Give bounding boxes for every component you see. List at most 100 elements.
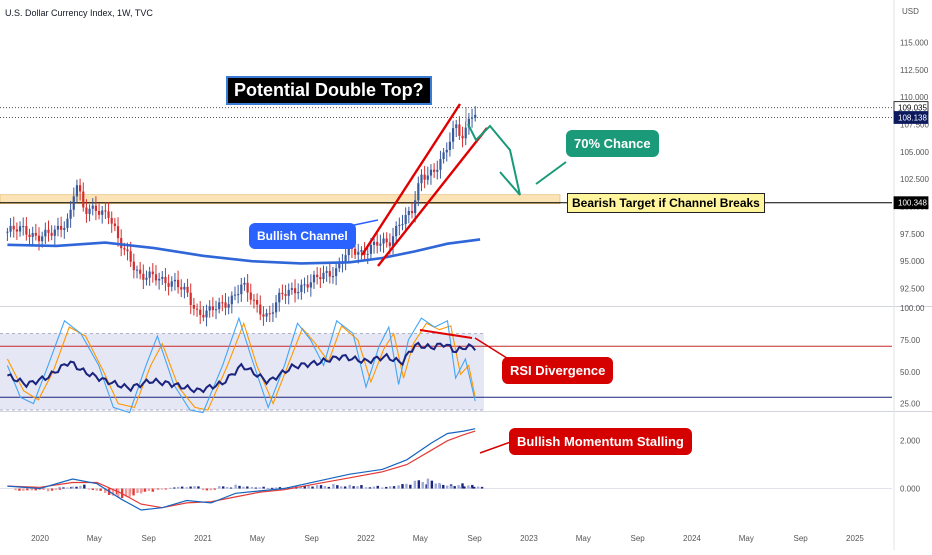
- time-tick-label: 2023: [520, 534, 538, 543]
- candle-body: [28, 234, 31, 237]
- candle-body: [398, 224, 401, 226]
- candle-body: [186, 286, 189, 293]
- candle-body: [66, 218, 69, 228]
- macd-histogram-bar: [467, 485, 470, 489]
- candle-body: [233, 294, 237, 296]
- time-tick-label: May: [87, 534, 102, 543]
- macd-histogram-bar: [430, 480, 434, 489]
- macd-histogram-bar: [459, 487, 462, 489]
- time-tick-label: Sep: [305, 534, 320, 543]
- macd-histogram-bar: [71, 486, 74, 489]
- candle-body: [335, 268, 338, 277]
- macd-histogram-bar: [42, 488, 45, 490]
- candle-body: [227, 304, 230, 308]
- double-top-label: Potential Double Top?: [226, 76, 432, 105]
- candle-body: [268, 313, 271, 315]
- candle-body: [455, 124, 458, 129]
- macd-histogram-bar: [173, 487, 176, 489]
- macd-histogram-bar: [254, 487, 258, 489]
- rsi-line: [7, 341, 476, 394]
- macd-histogram-bar: [58, 488, 62, 490]
- candle-body: [12, 225, 15, 230]
- stoch-k-line: [6, 316, 476, 414]
- candle-body: [284, 294, 287, 296]
- macd-histogram-bar: [480, 486, 484, 489]
- macd-histogram-bar: [303, 485, 306, 489]
- candle-body: [202, 314, 205, 318]
- macd-histogram-bar: [246, 486, 249, 489]
- macd-histogram-bar: [278, 487, 282, 489]
- moving-average-line: [7, 238, 481, 265]
- macd-histogram-bar: [79, 485, 82, 489]
- currency-label: USD: [902, 7, 919, 16]
- candle-body: [401, 224, 404, 226]
- price-badge: [893, 196, 929, 210]
- price-badge-label: 100.348: [898, 199, 927, 208]
- macd-histogram-bar: [95, 488, 98, 491]
- price-tick-label: 112.500: [900, 66, 929, 75]
- candle-body: [9, 225, 12, 232]
- macd-histogram-bar: [388, 486, 392, 489]
- macd-histogram-bar: [147, 488, 151, 491]
- macd-histogram-bar: [340, 486, 343, 489]
- candle-body: [338, 263, 341, 269]
- candle-body: [451, 128, 455, 142]
- price-tick-label: 107.500: [900, 120, 929, 129]
- time-tick-label: May: [250, 534, 265, 543]
- macd-histogram-bar: [471, 484, 474, 489]
- candle-body: [252, 299, 256, 301]
- candle-body: [189, 292, 192, 305]
- candle-body: [94, 205, 98, 211]
- macd-histogram-bar: [348, 484, 351, 489]
- macd-histogram-bar: [274, 487, 278, 489]
- macd-line: [7, 428, 476, 511]
- time-tick-label: May: [739, 534, 754, 543]
- candle-body: [436, 169, 439, 172]
- macd-histogram-bar: [152, 488, 156, 490]
- price-badge: [893, 111, 929, 124]
- macd-histogram-bar: [83, 484, 86, 489]
- candle-body: [458, 124, 461, 136]
- macd-histogram-bar: [136, 488, 139, 494]
- candle-body: [50, 232, 53, 236]
- macd-histogram-bar: [225, 487, 229, 489]
- macd-histogram-bar: [169, 487, 172, 489]
- macd-histogram-bar: [111, 488, 115, 496]
- candle-body: [208, 306, 211, 311]
- time-tick-label: 2021: [194, 534, 212, 543]
- candle-body: [195, 308, 199, 310]
- candle-body: [344, 255, 347, 263]
- candle-body: [6, 231, 9, 233]
- candle-body: [41, 236, 44, 242]
- candle-body: [104, 210, 107, 212]
- macd-histogram-bar: [352, 486, 355, 489]
- candle-body: [237, 294, 240, 296]
- macd-histogram-bar: [193, 486, 196, 489]
- macd-histogram-bar: [164, 488, 168, 490]
- candle-body: [246, 282, 249, 293]
- candle-body: [331, 276, 335, 278]
- macd-histogram-bar: [75, 486, 78, 489]
- macd-histogram-bar: [397, 485, 400, 489]
- candle-body: [423, 174, 426, 180]
- candle-body: [429, 169, 433, 176]
- candle-body: [123, 248, 126, 250]
- macd-histogram-bar: [356, 486, 359, 489]
- macd-signal-line: [7, 430, 476, 509]
- macd-histogram-bar: [385, 486, 388, 489]
- candle-body: [306, 284, 309, 288]
- candle-body: [126, 249, 129, 252]
- macd-histogram-bar: [117, 488, 120, 498]
- macd-histogram-bar: [124, 488, 128, 497]
- candle-body: [116, 226, 120, 239]
- macd-histogram-bar: [62, 487, 65, 489]
- candle-body: [91, 205, 94, 209]
- candle-body: [376, 241, 379, 246]
- macd-histogram-bar: [469, 487, 472, 489]
- price-tick-label: 92.500: [900, 285, 925, 294]
- candle-body: [319, 277, 322, 280]
- candle-body: [366, 253, 369, 255]
- macd-histogram-bar: [442, 484, 445, 489]
- candle-body: [325, 271, 328, 273]
- candle-body: [274, 302, 278, 313]
